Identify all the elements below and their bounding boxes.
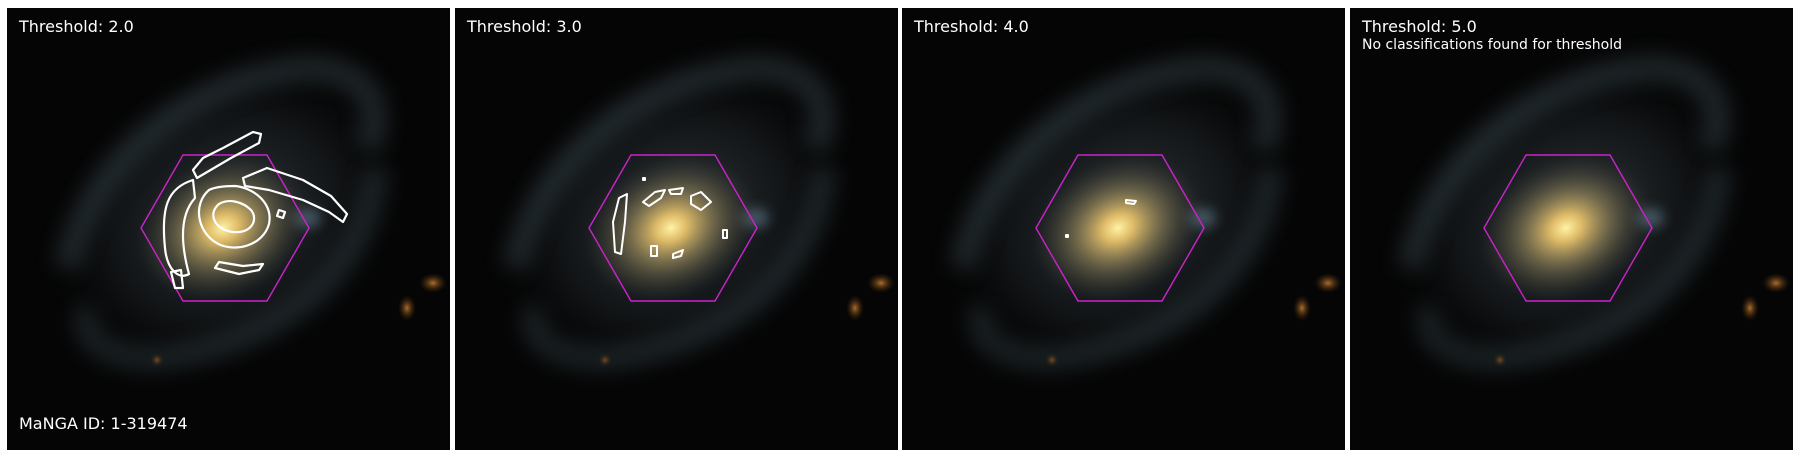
contour-path [612, 193, 628, 255]
ifu-hexagon [588, 154, 758, 302]
threshold-label: Threshold: 5.0 [1362, 17, 1477, 36]
contour-path [162, 178, 197, 277]
contour-path [1125, 199, 1137, 205]
contour-path [642, 189, 666, 207]
contour-path [642, 177, 646, 181]
classification-contours [612, 177, 728, 259]
contour-path [213, 260, 265, 276]
classification-contours [162, 130, 349, 290]
ifu-hexagon [1483, 154, 1653, 302]
ifu-hexagon [1035, 154, 1205, 302]
panel-threshold-2: Threshold: 2.0 MaNGA ID: 1-319474 [7, 8, 450, 450]
threshold-label: Threshold: 4.0 [914, 17, 1029, 36]
threshold-label: Threshold: 3.0 [467, 17, 582, 36]
classification-contours [1065, 199, 1137, 238]
galaxy-image [1350, 8, 1793, 450]
contour-path [197, 184, 271, 249]
contour-path [1065, 234, 1069, 238]
panel-threshold-4: Threshold: 4.0 [902, 8, 1345, 450]
panel-threshold-3: Threshold: 3.0 [455, 8, 898, 450]
manga-id-label: MaNGA ID: 1-319474 [19, 414, 188, 433]
contour-path [212, 200, 256, 234]
threshold-label: Threshold: 2.0 [19, 17, 134, 36]
no-classifications-note: No classifications found for threshold [1362, 37, 1622, 53]
galaxy-image [455, 8, 898, 450]
contour-path [275, 208, 287, 220]
contour-path [169, 268, 185, 290]
ifu-hexagon [140, 154, 310, 302]
contour-path [722, 229, 728, 239]
contour-path [191, 130, 263, 180]
panel-threshold-5: Threshold: 5.0 No classifications found … [1350, 8, 1793, 450]
contour-path [690, 191, 712, 211]
galaxy-image [7, 8, 450, 450]
contour-path [672, 249, 684, 259]
galaxy-image [902, 8, 1345, 450]
contour-path [668, 187, 684, 195]
contour-path [241, 166, 349, 224]
contour-path [650, 245, 658, 257]
